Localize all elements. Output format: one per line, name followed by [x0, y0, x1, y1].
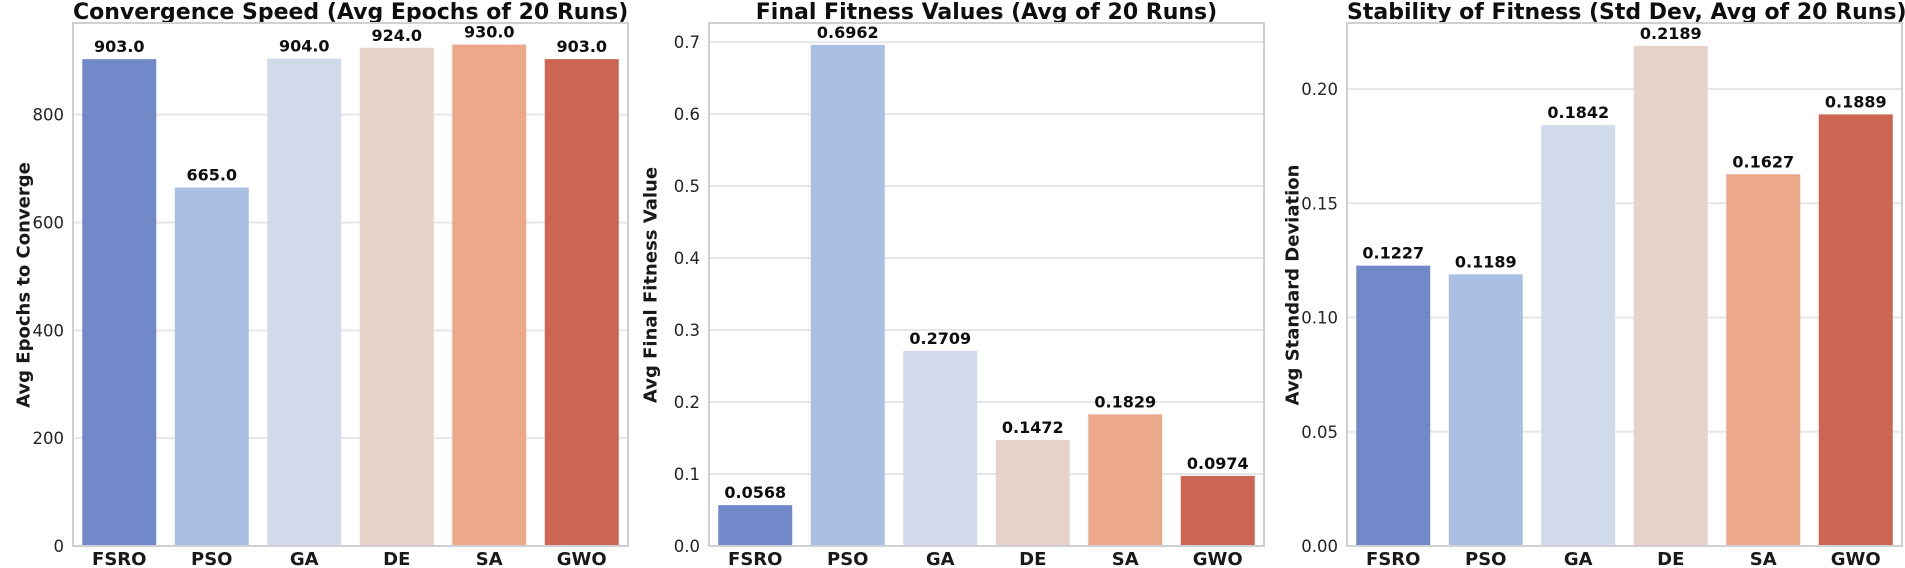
- y-tick-label: 0.20: [1301, 80, 1338, 99]
- plot-border: [708, 22, 1265, 547]
- bar-ga: [1541, 125, 1616, 546]
- x-tick-label-pso: PSO: [1465, 549, 1506, 568]
- bar-value-label-fsro: 0.1227: [1362, 244, 1424, 263]
- y-tick-label: 0.5: [674, 177, 700, 196]
- bar-value-label-ga: 0.2709: [909, 329, 971, 348]
- y-tick-label: 0.0: [674, 537, 700, 556]
- y-tick-label: 0.10: [1301, 309, 1338, 328]
- x-tick-label-gwo: GWO: [1831, 549, 1881, 568]
- y-tick-label: 0.4: [674, 249, 700, 268]
- x-tick-label-ga: GA: [290, 549, 319, 568]
- bar-value-label-sa: 0.1627: [1732, 152, 1794, 171]
- y-tick-label: 600: [33, 213, 65, 232]
- bar-gwo: [1818, 114, 1893, 547]
- x-tick-label-pso: PSO: [191, 549, 232, 568]
- plot-border: [72, 22, 629, 547]
- bar-gwo: [1180, 475, 1255, 546]
- x-tick-label-fsro: FSRO: [92, 549, 146, 568]
- y-tick-label: 0.05: [1301, 423, 1338, 442]
- bar-ga: [267, 58, 342, 546]
- chart-title-stability: Stability of Fitness (Std Dev, Avg of 20…: [1347, 0, 1905, 25]
- bar-value-label-gwo: 0.0974: [1187, 454, 1249, 473]
- bar-value-label-ga: 0.1842: [1547, 103, 1609, 122]
- bar-value-label-ga: 904.0: [279, 37, 330, 56]
- bar-fsro: [82, 59, 157, 546]
- bar-chart-stability: 0.1227 0.1189 0.1842 0.2189 0.1627 0.1889 FSRO…: [1301, 22, 1903, 568]
- x-tick-label-pso: PSO: [827, 549, 868, 568]
- x-tick-label-ga: GA: [926, 549, 955, 568]
- bar-value-label-fsro: 903.0: [94, 37, 145, 56]
- bar-gwo: [544, 59, 619, 546]
- bar-value-label-pso: 665.0: [186, 165, 237, 184]
- bar-fsro: [718, 505, 793, 546]
- y-tick-label: 0.00: [1301, 537, 1338, 556]
- y-tick-label: 0.3: [674, 321, 700, 340]
- plot-border: [1346, 22, 1903, 547]
- bar-value-label-fsro: 0.0568: [724, 483, 786, 502]
- y-tick-label: 0: [54, 537, 65, 556]
- bar-value-label-de: 924.0: [371, 26, 422, 45]
- bar-de: [995, 440, 1070, 546]
- y-tick-label: 800: [33, 106, 65, 125]
- chart-panel-stability: Stability of Fitness (Std Dev, Avg of 20…: [1270, 0, 1905, 568]
- x-tick-label-sa: SA: [1112, 549, 1139, 568]
- bar-value-label-pso: 0.1189: [1455, 252, 1517, 271]
- bar-chart-final-fitness: 0.0568 0.6962 0.2709 0.1472 0.1829 0.0974 FSRO…: [674, 22, 1265, 568]
- bar-pso: [810, 44, 885, 547]
- chart-title-final-fitness: Final Fitness Values (Avg of 20 Runs): [755, 0, 1218, 25]
- bar-sa: [1726, 174, 1801, 546]
- x-tick-label-sa: SA: [476, 549, 503, 568]
- bar-de: [1633, 45, 1708, 547]
- bar-value-label-de: 0.1472: [1002, 418, 1064, 437]
- x-tick-label-fsro: FSRO: [1366, 549, 1420, 568]
- y-tick-label: 0.1: [674, 465, 700, 484]
- bar-value-label-gwo: 903.0: [556, 37, 607, 56]
- y-tick-label: 0.15: [1301, 194, 1338, 213]
- x-tick-label-gwo: GWO: [1193, 549, 1243, 568]
- y-tick-label: 400: [33, 321, 65, 340]
- x-tick-label-fsro: FSRO: [728, 549, 782, 568]
- y-tick-label: 0.2: [674, 393, 700, 412]
- chart-title-convergence-speed: Convergence Speed (Avg Epochs of 20 Runs…: [73, 0, 629, 25]
- x-tick-label-gwo: GWO: [557, 549, 607, 568]
- bar-fsro: [1356, 265, 1431, 546]
- x-tick-label-de: DE: [1657, 549, 1684, 568]
- bar-pso: [174, 187, 249, 546]
- bar-value-label-de: 0.2189: [1640, 24, 1702, 43]
- bar-pso: [1448, 274, 1523, 546]
- y-tick-label: 0.6: [674, 105, 700, 124]
- x-tick-label-de: DE: [1019, 549, 1046, 568]
- bar-value-label-pso: 0.6962: [817, 23, 879, 42]
- x-tick-label-ga: GA: [1564, 549, 1593, 568]
- bar-de: [359, 47, 434, 546]
- bar-sa: [1088, 414, 1163, 546]
- chart-panel-convergence-speed: Convergence Speed (Avg Epochs of 20 Runs…: [0, 0, 635, 568]
- bar-sa: [452, 44, 527, 546]
- bar-chart-convergence-speed: 903.0 665.0 904.0 924.0 930.0 903.0 FSRO PSO GA D…: [33, 22, 629, 568]
- y-tick-label: 200: [33, 429, 65, 448]
- bar-value-label-gwo: 0.1889: [1825, 92, 1887, 111]
- x-tick-label-de: DE: [383, 549, 410, 568]
- chart-panel-final-fitness: Final Fitness Values (Avg of 20 Runs) Av…: [635, 0, 1270, 568]
- bar-value-label-sa: 0.1829: [1094, 392, 1156, 411]
- bar-ga: [903, 350, 978, 546]
- bar-value-label-sa: 930.0: [464, 23, 515, 42]
- x-tick-label-sa: SA: [1750, 549, 1777, 568]
- y-tick-label: 0.7: [674, 33, 700, 52]
